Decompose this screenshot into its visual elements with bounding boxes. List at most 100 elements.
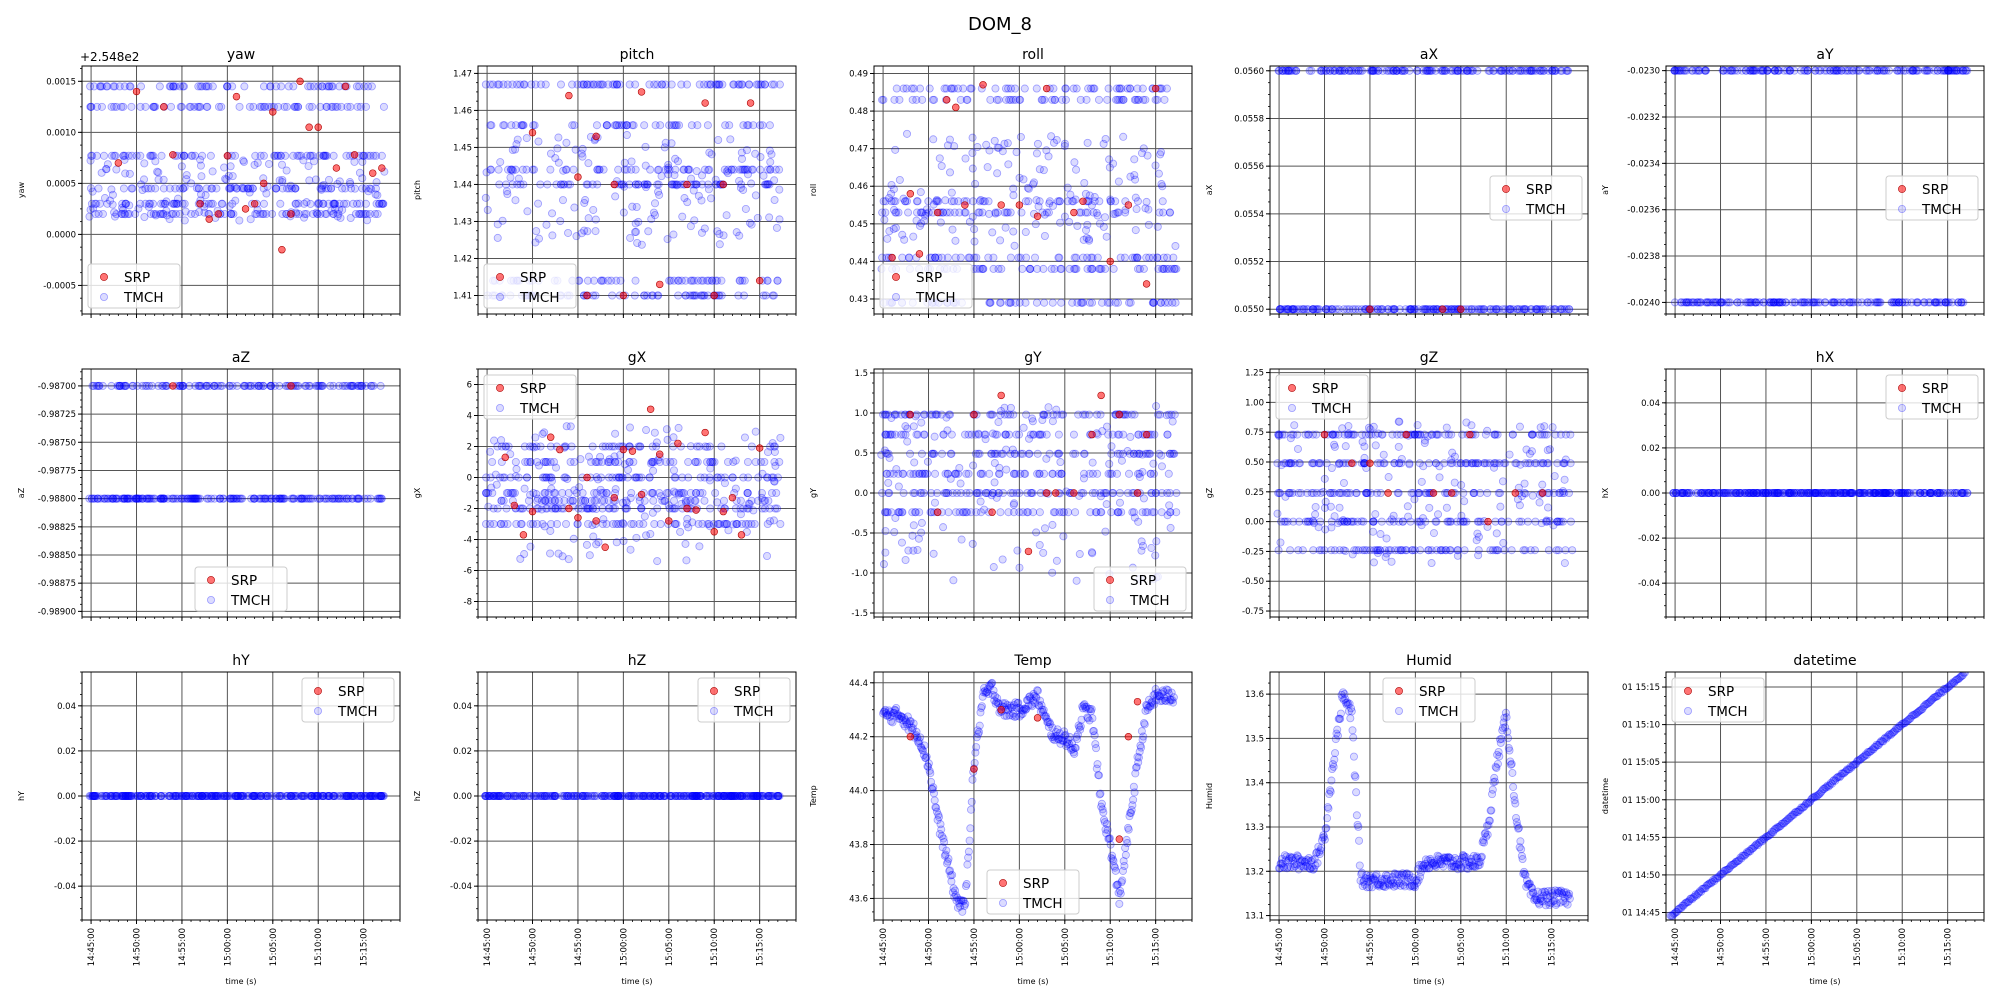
tmch-point — [1048, 520, 1057, 529]
tmch-point — [1358, 546, 1367, 555]
tmch-point — [1513, 305, 1522, 314]
tmch-point — [196, 155, 205, 164]
tmch-point — [690, 216, 699, 225]
tmch-point — [1515, 517, 1524, 526]
tmch-point — [970, 253, 979, 262]
tmch-point — [1169, 253, 1178, 262]
tmch-point — [1429, 529, 1438, 538]
srp-point — [1457, 305, 1465, 313]
tmch-point — [272, 184, 281, 193]
tmch-point — [1113, 469, 1122, 478]
tmch-point — [931, 253, 940, 262]
tmch-point — [756, 153, 765, 162]
tmch-point — [1930, 66, 1939, 75]
tmch-point — [930, 449, 939, 458]
tmch-point — [625, 457, 634, 466]
series-tmch — [85, 82, 389, 225]
srp-point — [583, 291, 591, 300]
tmch-point — [878, 253, 887, 262]
tmch-point — [745, 218, 754, 227]
tmch-point — [913, 208, 922, 217]
tmch-point — [192, 184, 201, 193]
y-tick-label: 0.45 — [849, 220, 868, 230]
tmch-point — [956, 479, 965, 488]
tmch-point — [684, 457, 693, 466]
tmch-point — [157, 199, 166, 208]
tmch-point — [1156, 298, 1165, 307]
tmch-point — [520, 550, 529, 559]
srp-point — [314, 123, 322, 131]
tmch-point — [1012, 148, 1021, 157]
tmch-point — [534, 199, 543, 208]
tmch-point — [177, 162, 186, 171]
tmch-point — [141, 102, 150, 111]
tmch-point — [768, 80, 777, 89]
tmch-point — [89, 204, 98, 213]
tmch-point — [1530, 546, 1539, 555]
tmch-point — [168, 199, 177, 208]
tmch-point — [713, 80, 722, 89]
tmch-point — [720, 496, 729, 505]
legend-marker-srp — [1106, 576, 1114, 584]
tmch-point — [743, 170, 752, 179]
tmch-point — [276, 151, 285, 160]
srp-point — [501, 453, 509, 462]
tmch-point — [688, 291, 697, 300]
tmch-point — [589, 80, 598, 89]
tmch-point — [1033, 449, 1042, 458]
tmch-point — [667, 139, 676, 148]
legend-marker-tmch — [495, 292, 504, 301]
tmch-point — [243, 184, 252, 193]
tmch-point — [901, 430, 910, 439]
tmch-point — [570, 203, 579, 212]
tmch-point — [604, 276, 613, 285]
tmch-point — [206, 151, 215, 160]
tmch-point — [986, 298, 995, 307]
tmch-point — [754, 80, 763, 89]
tmch-point — [513, 180, 522, 189]
tmch-point — [568, 80, 577, 89]
tmch-point — [1438, 66, 1447, 75]
tmch-point — [1079, 235, 1088, 244]
tmch-point — [304, 162, 313, 171]
tmch-point — [681, 291, 690, 300]
tmch-point — [197, 190, 206, 199]
tmch-point — [1276, 305, 1285, 314]
tmch-point — [270, 151, 279, 160]
tmch-point — [760, 80, 769, 89]
tmch-point — [1894, 298, 1903, 307]
tmch-point — [363, 216, 372, 225]
srp-point — [214, 210, 222, 218]
tmch-point — [646, 165, 655, 174]
tmch-point — [881, 197, 890, 206]
tmch-point — [889, 197, 898, 206]
tmch-point — [1151, 551, 1160, 560]
tmch-point — [1007, 84, 1016, 93]
tmch-point — [1912, 298, 1921, 307]
tmch-point — [253, 205, 262, 214]
tmch-point — [1474, 551, 1483, 560]
tmch-point — [1113, 298, 1122, 307]
tmch-point — [718, 80, 727, 89]
tmch-point — [1133, 84, 1142, 93]
tmch-point — [1055, 197, 1064, 206]
tmch-point — [1053, 449, 1062, 458]
tmch-point — [150, 102, 159, 111]
tmch-point — [1111, 298, 1120, 307]
tmch-point — [599, 515, 608, 524]
tmch-point — [1068, 197, 1077, 206]
tmch-point — [882, 469, 891, 478]
tmch-point — [656, 121, 665, 130]
tmch-point — [1125, 298, 1134, 307]
tmch-point — [1078, 298, 1087, 307]
tmch-point — [245, 102, 254, 111]
tmch-point — [654, 291, 663, 300]
tmch-point — [582, 180, 591, 189]
srp-point — [646, 405, 655, 413]
tmch-point — [88, 151, 97, 160]
y-tick-label: 1.41 — [453, 291, 472, 301]
tmch-point — [552, 463, 561, 472]
tmch-point — [1151, 488, 1160, 497]
tmch-point — [1049, 508, 1058, 517]
tmch-point — [1521, 305, 1530, 314]
